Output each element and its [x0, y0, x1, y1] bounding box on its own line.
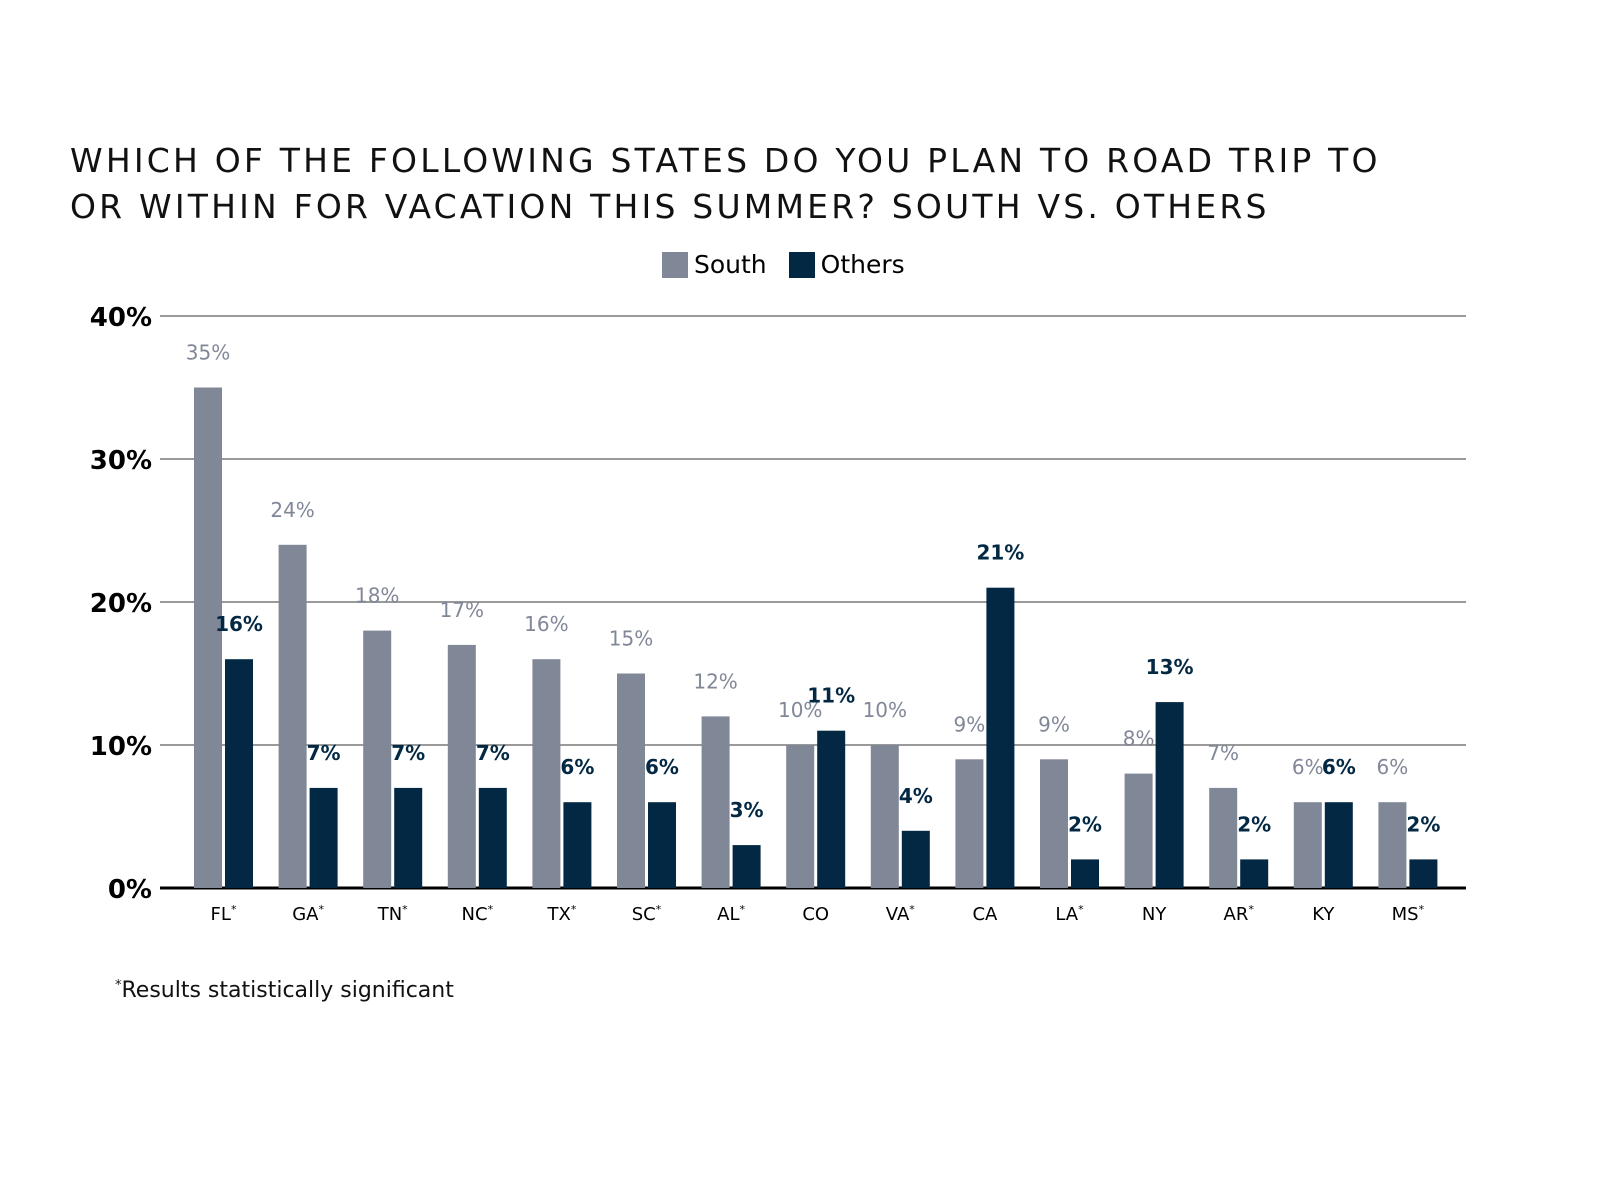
bar-south	[786, 745, 815, 888]
data-label-others: 4%	[899, 784, 933, 808]
bar-others	[1240, 859, 1269, 888]
bar-others	[1409, 859, 1438, 888]
data-label-south: 6%	[1377, 755, 1409, 779]
bar-others	[648, 802, 676, 888]
data-label-others: 11%	[807, 684, 855, 708]
bar-others	[1155, 702, 1184, 888]
bar-south	[447, 644, 476, 888]
data-label-south: 35%	[186, 341, 230, 365]
data-label-south: 10%	[778, 698, 822, 722]
bar-others	[225, 659, 253, 888]
data-label-south: 18%	[355, 584, 399, 608]
legend-item-south: South	[662, 250, 767, 279]
bar-south	[1040, 759, 1068, 888]
chart-title: WHICH OF THE FOLLOWING STATES DO YOU PLA…	[70, 138, 1550, 230]
bar-others	[901, 830, 930, 888]
footnote-marker: *	[115, 978, 122, 993]
x-tick-label: FL*	[211, 903, 237, 925]
data-label-south: 9%	[1038, 712, 1070, 736]
data-label-others: 2%	[1406, 812, 1440, 836]
x-tick-label: LA*	[1055, 903, 1084, 925]
y-tick-label: 0%	[108, 875, 152, 905]
y-tick-label: 40%	[90, 303, 152, 333]
legend-label-south: South	[694, 250, 767, 279]
y-tick-label: 30%	[90, 446, 152, 476]
bar-south	[278, 544, 307, 888]
data-label-others: 7%	[307, 741, 341, 765]
y-tick-label: 20%	[90, 589, 152, 619]
data-label-south: 24%	[270, 498, 314, 522]
data-label-south: 15%	[609, 627, 653, 651]
data-label-others: 2%	[1237, 812, 1271, 836]
legend-label-others: Others	[820, 250, 905, 279]
data-label-others: 7%	[391, 741, 425, 765]
legend-item-others: Others	[788, 250, 905, 279]
data-label-others: 7%	[476, 741, 510, 765]
bar-south	[194, 387, 222, 888]
legend-swatch-others	[788, 251, 815, 278]
x-tick-label: GA*	[292, 903, 324, 925]
bar-others	[986, 587, 1015, 888]
data-label-south: 12%	[693, 669, 737, 693]
data-label-others: 13%	[1146, 655, 1194, 679]
y-axis-labels: 0% 10% 20% 30% 40%	[90, 303, 152, 905]
x-tick-label: NY	[1142, 904, 1167, 925]
data-label-others: 6%	[560, 755, 594, 779]
data-label-others: 2%	[1068, 812, 1102, 836]
bar-others	[478, 787, 507, 888]
bar-south	[1124, 773, 1153, 888]
x-tick-label: CO	[802, 904, 829, 925]
x-tick-label: KY	[1312, 904, 1335, 925]
data-label-others: 6%	[645, 755, 679, 779]
bar-south	[955, 759, 984, 888]
data-label-others: 6%	[1322, 755, 1356, 779]
bar-others	[394, 787, 423, 888]
y-tick-label: 10%	[90, 732, 152, 762]
data-label-south: 9%	[954, 712, 986, 736]
data-label-south: 17%	[440, 598, 484, 622]
footnote-text: Results statistically significant	[121, 978, 454, 1003]
bar-south	[363, 630, 392, 888]
x-tick-label: TX*	[546, 903, 576, 925]
footnote: *Results statistically significant	[115, 978, 454, 1003]
chart-legend: South Others	[662, 250, 927, 279]
x-axis-labels: FL* GA* TN* NC* TX* SC* AL* CO VA* CA LA* NY AR* KY MS…	[211, 903, 1425, 925]
legend-swatch-south	[662, 251, 688, 278]
x-tick-label: NC*	[462, 903, 494, 925]
data-label-south: 8%	[1123, 727, 1155, 751]
x-tick-label: SC*	[632, 903, 662, 925]
bar-others	[732, 845, 761, 888]
bar-south	[532, 659, 561, 888]
data-label-south: 6%	[1292, 755, 1324, 779]
x-tick-label: CA	[972, 904, 998, 925]
data-label-south: 10%	[863, 698, 907, 722]
data-label-others: 16%	[215, 612, 263, 636]
chart-title-line-1: WHICH OF THE FOLLOWING STATES DO YOU PLA…	[70, 141, 1381, 180]
data-label-others: 3%	[730, 798, 764, 822]
bar-south	[617, 673, 645, 888]
x-tick-label: MS*	[1392, 903, 1425, 925]
bar-south	[1209, 787, 1238, 888]
data-label-others: 21%	[976, 541, 1024, 565]
bar-south	[1293, 802, 1322, 888]
x-tick-label: AL*	[717, 903, 745, 925]
bar-south	[1378, 802, 1407, 888]
x-tick-label: TN*	[377, 903, 408, 925]
bar-others	[309, 787, 338, 888]
bar-south	[870, 745, 899, 888]
bar-others	[563, 802, 592, 888]
bar-south	[701, 716, 730, 888]
bars	[194, 387, 1438, 888]
data-label-south: 16%	[524, 612, 568, 636]
bar-others	[1071, 859, 1099, 888]
chart-title-line-2: OR WITHIN FOR VACATION THIS SUMMER? SOUT…	[70, 187, 1270, 226]
data-labels: 35%16%24%7%18%7%17%7%16%6%15%6%12%3%10%1…	[186, 341, 1441, 837]
bar-others	[817, 730, 846, 888]
x-tick-label: VA*	[886, 903, 915, 925]
bar-others	[1324, 802, 1353, 888]
data-label-south: 7%	[1207, 741, 1239, 765]
x-tick-label: AR*	[1224, 903, 1255, 925]
